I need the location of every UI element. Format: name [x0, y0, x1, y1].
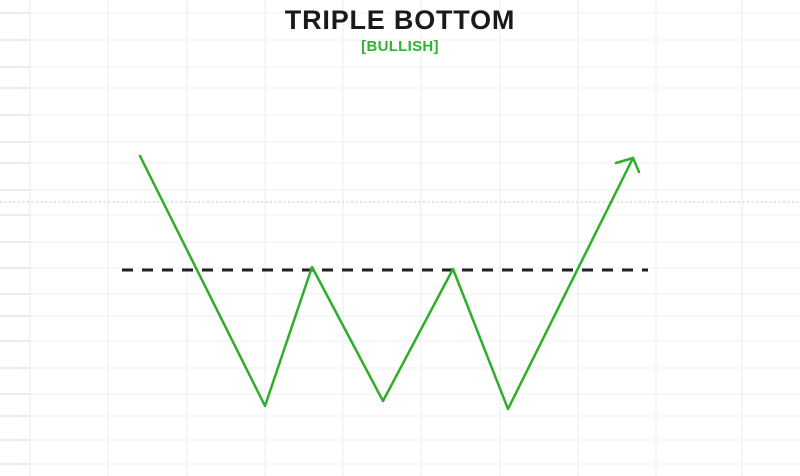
- breakout-arrowhead: [631, 156, 641, 174]
- breakout-arrowhead: [614, 156, 635, 165]
- price-pattern-line: [138, 154, 635, 411]
